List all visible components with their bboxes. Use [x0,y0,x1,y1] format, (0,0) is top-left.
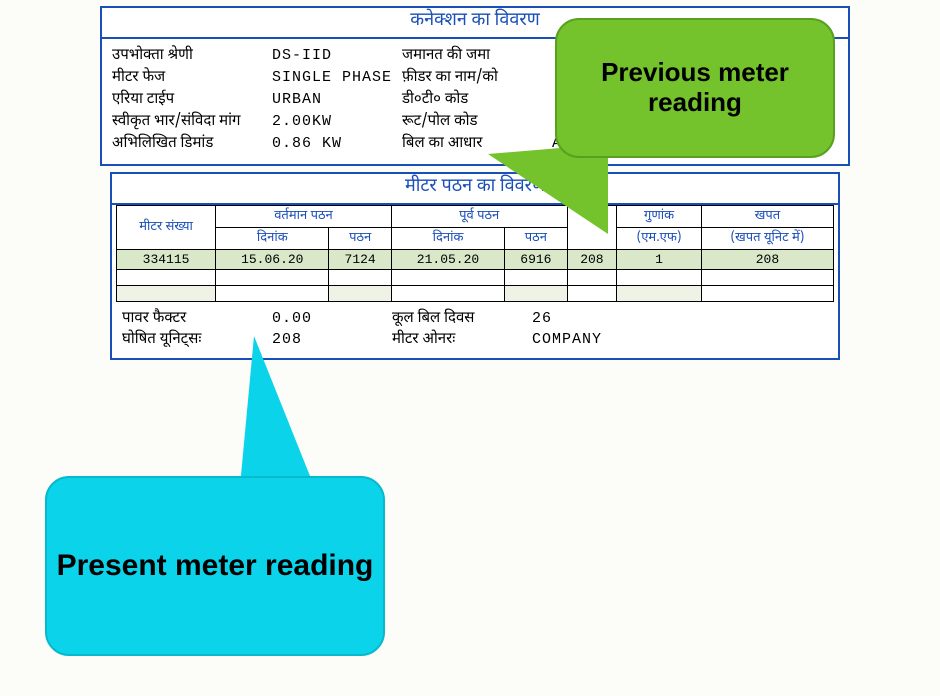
cell-present-reading: 7124 [329,250,391,270]
pf-value: 0.00 [272,310,392,329]
meter-footer: पावर फैक्टर 0.00 कूल बिल दिवस 26 घोषित य… [112,302,838,358]
col-consumption: खपत [701,206,833,228]
cell-mf: 1 [617,250,702,270]
cell-previous-date: 21.05.20 [391,250,504,270]
col-present: वर्तमान पठन [216,206,392,228]
col-mf: गुणांक [617,206,702,228]
route-pole-label: रूट/पोल कोड [402,113,552,132]
area-type-label: एरिया टाईप [112,91,272,110]
callout-previous-text: Previous meter reading [557,58,833,118]
callout-previous: Previous meter reading [555,18,835,158]
empty-row [117,270,834,286]
security-deposit-label: जमानत की जमा [402,47,552,66]
col-meter-no: मीटर संख्या [117,206,216,250]
meter-phase-value: SINGLE PHASE [272,69,402,88]
cell-consumption: 208 [701,250,833,270]
col-present-reading: पठन [329,228,391,250]
meter-title: मीटर पठन का विवरण [112,174,838,205]
sanctioned-load-value: 2.00KW [272,113,402,132]
pf-label: पावर फैक्टर [122,310,272,329]
meter-section: मीटर पठन का विवरण मीटर संख्या वर्तमान पठ… [110,172,840,360]
callout-present-text: Present meter reading [57,549,374,584]
bill-days-value: 26 [532,310,652,329]
cell-diff: 208 [567,250,617,270]
meter-owner-label: मीटर ओनरः [392,331,532,350]
cell-previous-reading: 6916 [505,250,567,270]
cell-meter-no: 334115 [117,250,216,270]
col-mf-sub: (एम.एफ) [617,228,702,250]
table-header-row-1: मीटर संख्या वर्तमान पठन पूर्व पठन गुणांक… [117,206,834,228]
meter-data-row: 334115 15.06.20 7124 21.05.20 6916 208 1… [117,250,834,270]
consumer-category-value: DS-IID [272,47,402,66]
stripe-row [117,286,834,302]
dt-code-label: डी०टी० कोड [402,91,552,110]
meter-owner-value: COMPANY [532,331,652,350]
feeder-label: फ़ीडर का नाम/को [402,69,552,88]
meter-phase-label: मीटर फेज [112,69,272,88]
col-present-date: दिनांक [216,228,329,250]
bill-days-label: कूल बिल दिवस [392,310,532,329]
cell-present-date: 15.06.20 [216,250,329,270]
col-consumption-sub: (खपत यूनिट में) [701,228,833,250]
recorded-demand-label: अभिलिखित डिमांड [112,135,272,154]
sanctioned-load-label: स्वीकृत भार/संविदा मांग [112,113,272,132]
table-header-row-2: दिनांक पठन दिनांक पठन (एम.एफ) (खपत यूनिट… [117,228,834,250]
callout-present: Present meter reading [45,476,385,656]
meter-table: मीटर संख्या वर्तमान पठन पूर्व पठन गुणांक… [116,205,834,302]
recorded-demand-value: 0.86 KW [272,135,402,154]
area-type-value: URBAN [272,91,402,110]
consumer-category-label: उपभोक्ता श्रेणी [112,47,272,66]
